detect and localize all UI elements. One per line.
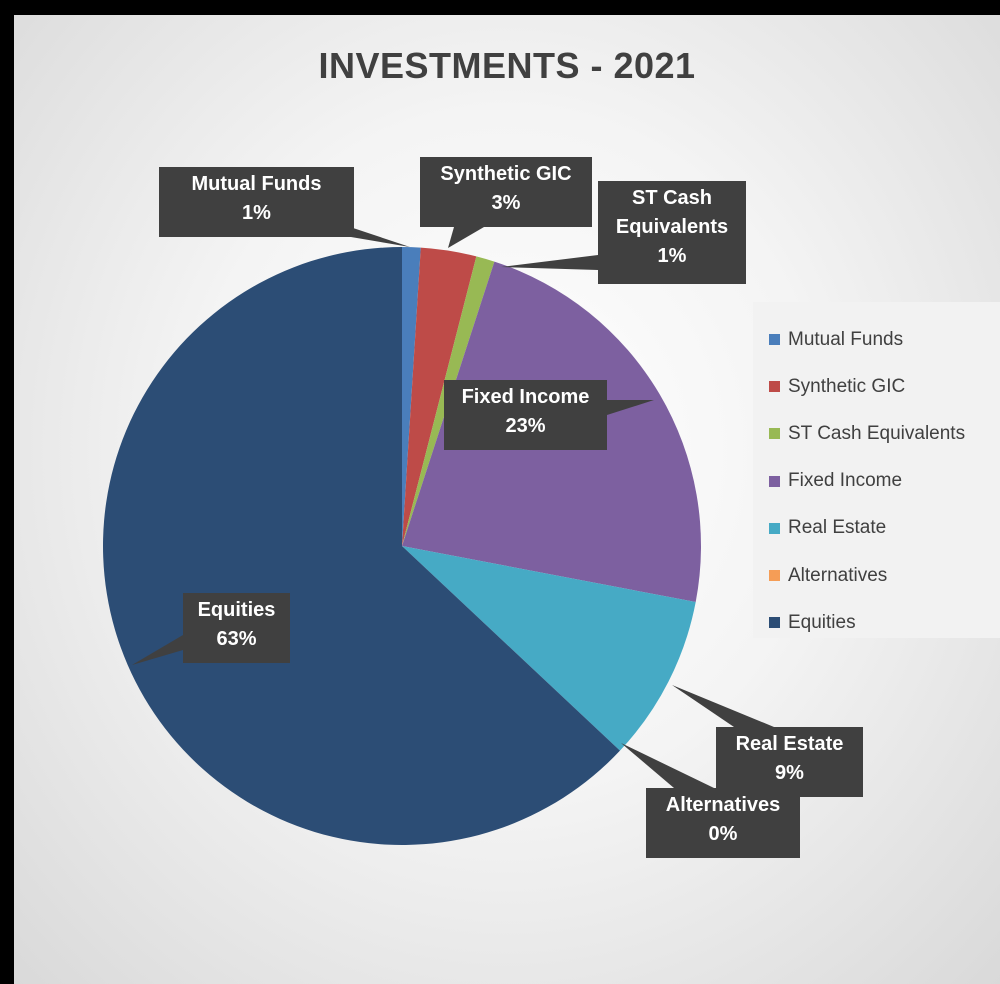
data-label-st-cash-equivalents: ST Cash Equivalents 1% [598,181,746,284]
data-label-mutual-funds: Mutual Funds 1% [159,167,354,237]
legend-swatch [769,617,780,629]
legend-item-fixed-income: Fixed Income [769,458,1000,505]
legend-swatch [769,428,780,440]
chart-title: INVESTMENTS - 2021 [318,45,696,86]
chart-area: INVESTMENTS - 2021 Mutual Funds 1% Synthe… [14,15,1000,984]
callout-pointer-alternatives [621,743,714,788]
callout-pointer-real-estate [672,685,774,727]
pie-slice-synthetic-gic [402,247,477,546]
legend-item-equities: Equities [769,599,1000,646]
data-label-synthetic-gic: Synthetic GIC 3% [420,157,592,227]
legend-item-st-cash-equivalents: ST Cash Equivalents [769,410,1000,457]
legend-item-synthetic-gic: Synthetic GIC [769,363,1000,410]
data-label-fixed-income: Fixed Income 23% [444,380,607,450]
legend-swatch [769,570,780,582]
legend-item-mutual-funds: Mutual Funds [769,316,1000,363]
data-label-alternatives: Alternatives 0% [646,788,800,858]
pie-slices [103,247,702,845]
legend-swatch [769,475,780,487]
callout-pointer-fixed-income [607,400,654,415]
data-label-equities: Equities 63% [183,593,290,663]
legend: Mutual Funds Synthetic GIC ST Cash Equiv… [753,302,1000,638]
legend-swatch [769,522,780,534]
legend-item-alternatives: Alternatives [769,552,1000,599]
callout-pointer-equities [132,635,183,665]
callout-pointer-synthetic-gic [448,227,484,248]
data-label-real-estate: Real Estate 9% [716,727,863,797]
legend-swatch [769,334,780,346]
legend-swatch [769,381,780,393]
pie-slice-real-estate [402,546,696,751]
legend-item-real-estate: Real Estate [769,505,1000,552]
pie-slice-mutual-funds [402,247,421,546]
pie-slice-equities [103,247,620,845]
callout-pointer-st-cash-equivalents [501,255,598,270]
